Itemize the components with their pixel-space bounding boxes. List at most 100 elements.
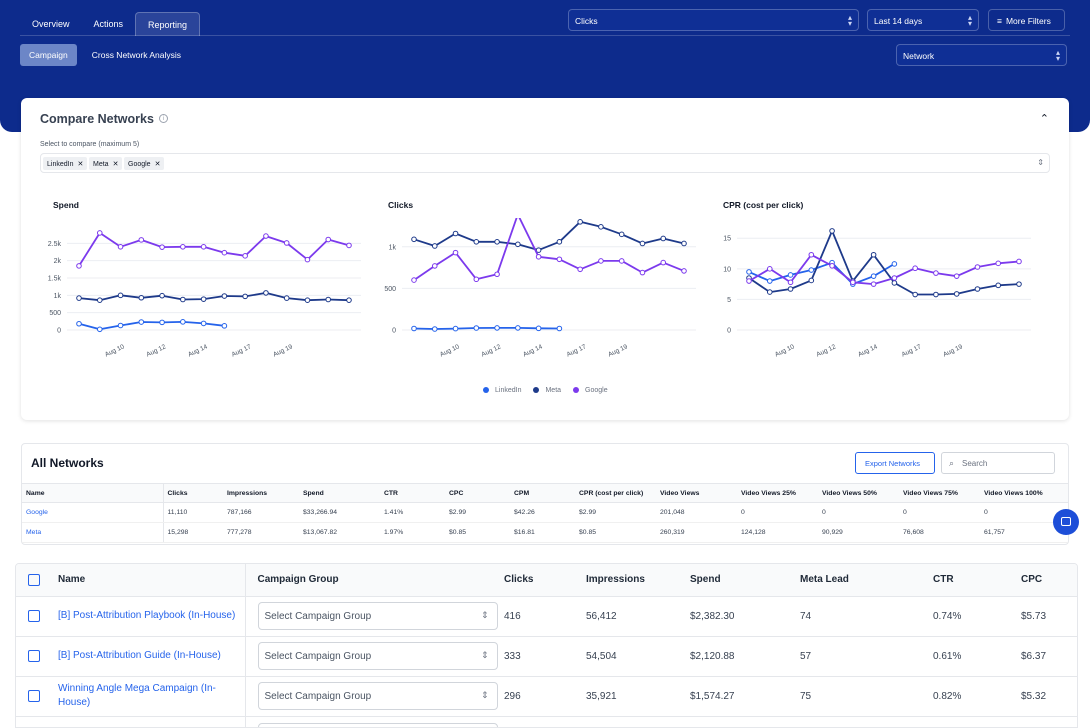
data-point <box>912 291 918 298</box>
col-header[interactable]: CPR (cost per click) <box>575 483 656 503</box>
export-networks-button[interactable]: Export Networks <box>855 452 935 474</box>
chip-google[interactable]: Google ✕ <box>124 157 165 170</box>
cell: 0.82% <box>933 676 1021 717</box>
data-point <box>870 273 877 279</box>
subtab-cross-network[interactable]: Cross Network Analysis <box>91 50 182 60</box>
data-point <box>159 319 165 326</box>
col-header[interactable]: Name <box>22 483 164 503</box>
compare-title: Compare Networks <box>40 112 154 126</box>
x-tick-label: Aug 12 <box>145 343 167 358</box>
subtab-campaign[interactable]: Campaign <box>20 44 77 66</box>
campaigns-header-row: Name Campaign Group Clicks Impressions S… <box>16 564 1077 597</box>
data-point <box>200 296 207 302</box>
campaign-group-select[interactable]: Select Campaign Group ⇕ <box>257 682 498 710</box>
select-placeholder: Select Campaign Group <box>264 691 372 702</box>
cell: 777,278 <box>223 522 299 543</box>
data-point <box>221 293 228 299</box>
data-point <box>494 271 500 278</box>
col-header[interactable]: CPC <box>445 483 510 503</box>
col-header[interactable]: Clicks <box>163 483 223 503</box>
legend-meta[interactable]: Meta <box>533 387 561 394</box>
tab-overview[interactable]: Overview <box>32 19 70 29</box>
row-checkbox[interactable] <box>28 650 40 662</box>
data-point <box>473 239 480 245</box>
cell: 0 <box>980 502 1068 523</box>
cell: 416 <box>504 596 586 637</box>
x-tick-label: Aug 10 <box>439 343 461 358</box>
legend-google[interactable]: Google <box>573 387 608 394</box>
more-filters-button[interactable]: ≡ More Filters <box>988 9 1065 31</box>
legend-label: Meta <box>545 387 562 394</box>
all-networks-title: All Networks <box>31 456 104 470</box>
data-point <box>76 295 82 301</box>
network-link[interactable]: Google <box>22 502 164 523</box>
select-all-checkbox[interactable] <box>28 573 40 586</box>
cell: 201,048 <box>656 502 737 523</box>
chat-launcher-button[interactable] <box>1053 509 1079 535</box>
date-range-select[interactable]: Last 14 days ▴ ▾ <box>867 9 979 31</box>
campaign-group-select[interactable] <box>257 722 498 727</box>
col-header[interactable]: CPM <box>510 483 575 503</box>
data-point <box>138 319 145 325</box>
compare-multiselect[interactable]: LinkedIn ✕ Meta ✕ Google ✕ ⇕ <box>40 153 1050 173</box>
chip-meta[interactable]: Meta ✕ <box>89 157 123 170</box>
col-header[interactable]: CTR <box>933 564 1021 597</box>
chevron-up-icon[interactable]: ⌃ <box>1039 113 1049 125</box>
col-header[interactable]: CPC <box>1021 564 1077 597</box>
close-icon[interactable]: ✕ <box>77 161 84 168</box>
campaign-link[interactable]: Winning Angle Mega Campaign (In-House) <box>58 683 216 708</box>
cell: 54,504 <box>586 636 690 677</box>
chip-linkedin[interactable]: LinkedIn ✕ <box>43 157 88 170</box>
row-checkbox[interactable] <box>28 690 40 702</box>
campaign-group-select[interactable]: Select Campaign Group ⇕ <box>257 602 498 630</box>
campaign-group-select[interactable]: Select Campaign Group ⇕ <box>257 642 498 670</box>
col-header[interactable]: Spend <box>690 564 800 597</box>
tab-actions[interactable]: Actions <box>93 19 124 29</box>
data-point <box>200 320 207 327</box>
info-icon[interactable]: i <box>159 114 168 123</box>
main-tabs: Overview Actions Reporting <box>20 12 201 36</box>
col-header[interactable]: CTR <box>380 483 445 503</box>
col-header[interactable]: Campaign Group <box>245 564 504 597</box>
col-header[interactable]: Video Views 75% <box>899 483 980 503</box>
network-link[interactable]: Meta <box>22 522 164 543</box>
chart-title-clicks: Clicks <box>388 200 414 210</box>
col-header[interactable]: Impressions <box>223 483 299 503</box>
data-point <box>117 244 124 250</box>
row-checkbox[interactable] <box>28 610 40 622</box>
data-point <box>411 277 417 283</box>
data-point <box>808 267 815 273</box>
campaign-link[interactable]: [B] Post-Attribution Playbook (In-House) <box>58 610 236 621</box>
col-header[interactable]: Spend <box>299 483 380 503</box>
network-search-input[interactable]: ⌕ Search <box>941 452 1055 474</box>
metric-select[interactable]: Clicks ▴ ▾ <box>568 9 859 31</box>
y-tick-label: 5 <box>727 297 731 304</box>
col-header[interactable]: Video Views <box>656 483 737 503</box>
legend-linkedin[interactable]: LinkedIn <box>483 387 521 394</box>
series-line-linkedin <box>78 321 225 331</box>
campaign-name-cell <box>58 716 246 727</box>
col-header[interactable]: Meta Lead <box>800 564 933 597</box>
tab-reporting[interactable]: Reporting <box>135 12 201 36</box>
close-icon[interactable]: ✕ <box>154 161 161 168</box>
chevron-updown-icon: ⇕ <box>480 650 489 660</box>
campaign-link[interactable]: [B] Post-Attribution Guide (In-House) <box>58 650 221 661</box>
sub-tabs: Campaign Cross Network Analysis <box>20 44 190 66</box>
group-by-select[interactable]: Network ▴ ▾ <box>896 44 1067 66</box>
group-by-value: Network <box>903 51 935 61</box>
data-point <box>242 293 248 300</box>
close-icon[interactable]: ✕ <box>112 161 119 168</box>
col-header[interactable]: Video Views 100% <box>980 483 1068 503</box>
col-header[interactable]: Video Views 50% <box>818 483 899 503</box>
data-point <box>953 291 960 297</box>
cell: $13,067.82 <box>299 522 380 543</box>
col-header[interactable]: Impressions <box>586 564 690 597</box>
tabs-divider <box>20 35 1070 36</box>
cell: 11,110 <box>163 502 223 523</box>
col-header[interactable]: Clicks <box>504 564 586 597</box>
data-point <box>891 261 898 267</box>
col-header[interactable]: Video Views 25% <box>737 483 818 503</box>
cell: 90,929 <box>818 522 899 543</box>
data-point <box>618 258 625 264</box>
col-header[interactable]: Name <box>58 564 246 597</box>
